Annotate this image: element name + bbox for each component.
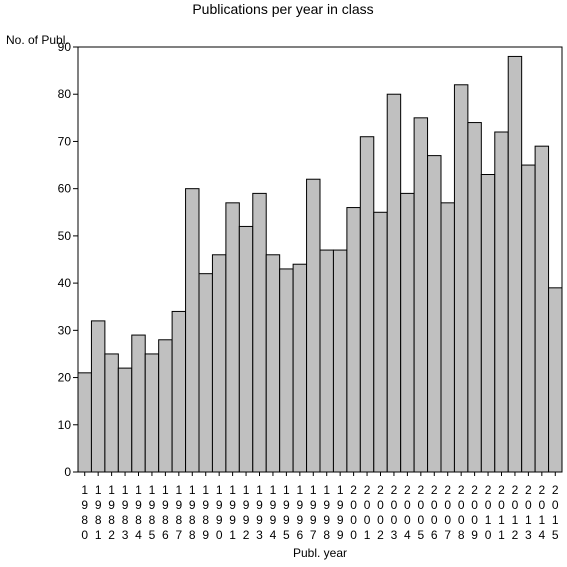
bar-2015	[548, 287, 563, 473]
bar-2001	[359, 136, 375, 473]
bar-2007	[440, 202, 455, 473]
bar-1981	[90, 320, 106, 473]
bar-1982	[104, 353, 119, 473]
y-tick-label: 0	[64, 465, 71, 479]
bar-1986	[158, 339, 173, 473]
y-tick-label: 50	[58, 229, 72, 243]
bar-1985	[144, 353, 160, 473]
bar-2003	[386, 93, 402, 473]
x-axis-label: Publ. year	[293, 546, 347, 560]
y-tick-label: 20	[58, 371, 72, 385]
bar-2011	[494, 131, 509, 473]
bar-2013	[521, 164, 536, 473]
bar-1998	[319, 249, 334, 473]
bar-1990	[211, 254, 227, 473]
bar-1987	[171, 310, 187, 473]
bar-1994	[265, 254, 281, 473]
bar-2010	[480, 174, 496, 473]
bar-1999	[332, 249, 348, 473]
y-tick-label: 60	[58, 182, 72, 196]
plot-frame	[77, 46, 563, 473]
bar-2005	[413, 117, 429, 473]
bar-1984	[131, 334, 146, 473]
bar-2009	[467, 122, 482, 473]
bar-1993	[252, 192, 267, 473]
bar-1991	[225, 202, 240, 473]
y-tick-label: 40	[58, 276, 72, 290]
bar-1992	[238, 225, 254, 473]
y-axis: 0 10 20 30 40 50 60 70 80 90	[58, 40, 78, 479]
bar-1989	[198, 273, 213, 473]
bar-1980	[77, 372, 92, 473]
bar-1996	[292, 263, 308, 473]
bar-1988	[185, 188, 200, 473]
bar-1983	[117, 367, 133, 473]
bar-1995	[279, 268, 294, 473]
y-tick-label: 10	[58, 418, 72, 432]
x-axis: 1 9 8 0 1 9 8 1 1 9 8 2 1 9 8 3 1 9 8 4 1 9 8 5 1 9 8 6 1 9 8 7 1 9 8 8 1 9 8 9…	[81, 472, 559, 542]
y-tick-label: 70	[58, 134, 72, 148]
y-tick-label: 30	[58, 323, 72, 337]
bar-2000	[346, 207, 361, 473]
bar-2002	[373, 211, 388, 473]
bar-2014	[534, 145, 550, 473]
bar-2008	[453, 84, 469, 473]
y-tick-label: 90	[58, 40, 72, 54]
bars-group	[77, 55, 563, 473]
bar-2004	[400, 192, 415, 473]
y-axis-label: No. of Publ.	[6, 33, 69, 47]
bar-1997	[306, 178, 321, 473]
bar-2012	[507, 55, 523, 473]
chart-title: Publications per year in class	[192, 1, 373, 17]
bar-2006	[427, 155, 442, 473]
y-tick-label: 80	[58, 87, 72, 101]
